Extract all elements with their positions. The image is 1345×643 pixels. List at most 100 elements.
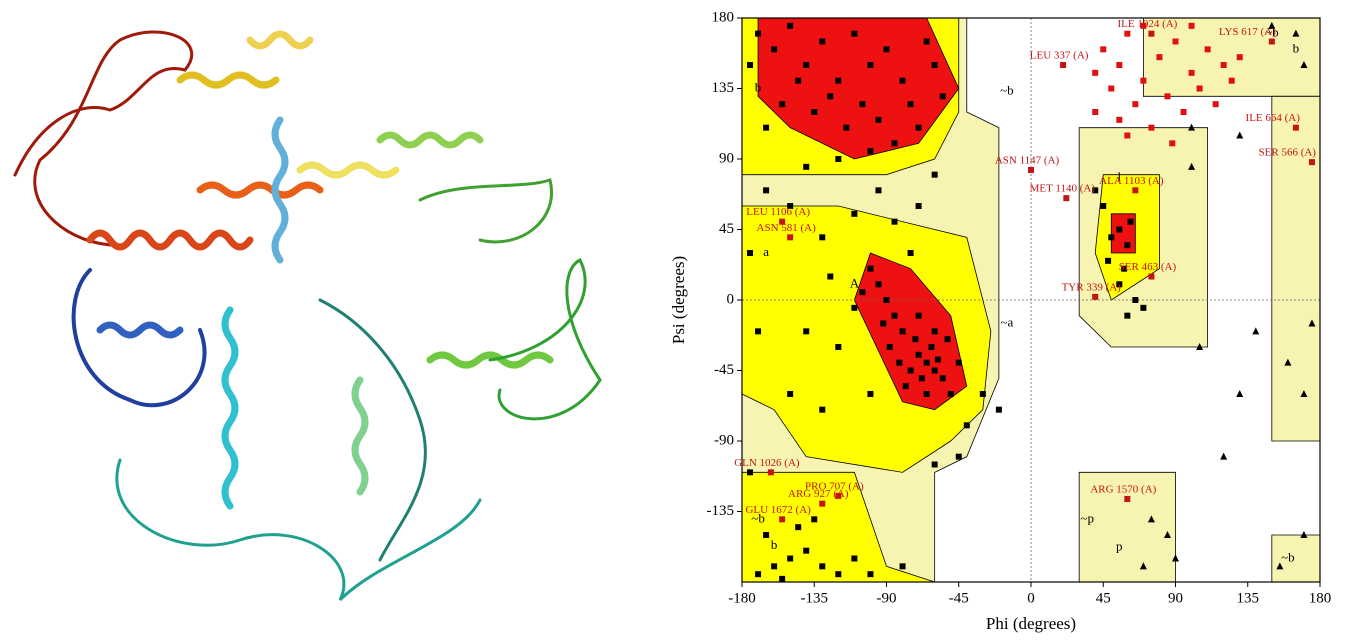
residue-point	[755, 328, 762, 335]
residue-point	[1156, 54, 1163, 61]
x-tick-label: 0	[1027, 590, 1035, 606]
residue-point	[859, 289, 866, 296]
residue-point	[1127, 218, 1134, 225]
residue-label: ARG 1570 (A)	[1090, 483, 1156, 495]
residue-point	[787, 22, 794, 29]
residue-point	[1121, 265, 1128, 272]
residue-point	[915, 312, 922, 319]
residue-point	[1100, 203, 1107, 209]
ramachandran-plot: -180 -135 -90 -45 0 45 90 135 180 -135 -90 -45 0 45 90…	[669, 9, 1331, 632]
residue-point	[1196, 85, 1203, 92]
region	[853, 252, 968, 411]
residue-point	[1228, 77, 1235, 84]
flagged-residue	[1124, 495, 1131, 502]
flagged-residue	[1092, 293, 1099, 300]
residue-point	[931, 367, 938, 374]
residue-point	[755, 571, 762, 578]
flagged-residue	[819, 500, 826, 507]
residue-point	[1188, 69, 1195, 76]
residue-point	[947, 391, 954, 397]
glycine-point	[1172, 554, 1179, 562]
residue-point	[1169, 140, 1176, 147]
residue-point	[747, 469, 754, 476]
residue-point	[896, 359, 903, 366]
residue-point	[1124, 30, 1131, 37]
residue-point	[851, 304, 858, 311]
glycine-point	[1188, 162, 1196, 170]
residue-point	[915, 203, 922, 209]
region-label: ~b	[1000, 83, 1014, 98]
residue-point	[891, 218, 898, 225]
region	[1271, 534, 1321, 583]
region-label: ~b	[751, 510, 765, 525]
residue-point	[931, 62, 938, 68]
residue-point	[1132, 297, 1139, 303]
residue-point	[1092, 69, 1099, 76]
residue-point	[907, 101, 914, 108]
x-tick-label: 45	[1096, 590, 1111, 606]
flagged-residue	[1148, 273, 1155, 280]
residue-label: ASN 581 (A)	[757, 222, 817, 234]
residue-point	[779, 101, 786, 108]
glycine-point	[1284, 358, 1292, 366]
flagged-residue	[1292, 124, 1299, 131]
residue-point	[955, 359, 962, 366]
residue-point	[1220, 62, 1227, 68]
residue-point	[899, 563, 906, 570]
residue-point	[918, 375, 925, 382]
residue-label: ARG 927 (A)	[788, 488, 849, 500]
glycine-point	[1163, 531, 1171, 538]
residue-point	[859, 101, 866, 108]
residue-point	[779, 575, 786, 582]
residue-point	[787, 391, 794, 397]
x-tick-label: -45	[949, 590, 969, 606]
y-tick-label: 0	[727, 291, 735, 307]
residue-point	[811, 516, 818, 523]
glycine-point	[1236, 131, 1244, 139]
residue-point	[819, 406, 826, 413]
region	[757, 17, 960, 160]
residue-point	[1140, 77, 1147, 84]
region-label: ~a	[1001, 314, 1014, 329]
residue-point	[851, 30, 858, 37]
flagged-residue	[1063, 195, 1070, 202]
residue-label: PRO 707 (A)	[805, 480, 864, 492]
residue-label: LYS 617 (A)	[1219, 26, 1276, 38]
residue-point	[891, 140, 898, 147]
residue-point	[886, 344, 893, 350]
region-label: ~b	[1281, 549, 1295, 564]
residue-point	[1092, 187, 1099, 194]
residue-point	[787, 555, 794, 562]
region-label: p	[1116, 539, 1123, 554]
residue-point	[867, 62, 874, 68]
residue-point	[827, 93, 834, 100]
glycine-point	[1300, 390, 1308, 397]
residue-point	[1100, 46, 1107, 53]
residue-point	[811, 109, 818, 115]
region-label: a	[763, 244, 769, 259]
residue-point	[1236, 54, 1243, 61]
residue-point	[907, 250, 914, 256]
glycine-point	[1220, 452, 1228, 460]
residue-label: ASN 1147 (A)	[995, 154, 1060, 166]
residue-point	[763, 187, 770, 194]
region-label: l	[1117, 169, 1121, 184]
residue-point	[923, 38, 930, 45]
residue-point	[963, 422, 970, 429]
residue-label: GLU 1672 (A)	[745, 504, 811, 516]
residue-label: ILE 664 (A)	[1246, 112, 1301, 124]
residue-label: MET 1140 (A)	[1030, 183, 1096, 195]
flagged-residue	[787, 234, 794, 241]
y-tick-label: -90	[714, 432, 734, 448]
residue-label: GLN 1026 (A)	[734, 457, 800, 469]
glycine-point	[1236, 390, 1244, 397]
y-axis-label: Psi (degrees)	[669, 256, 688, 344]
glycine-point	[1139, 562, 1147, 570]
region-label: b	[1293, 40, 1300, 55]
residue-point	[851, 555, 858, 562]
residue-point	[835, 156, 842, 162]
residue-point	[803, 163, 810, 170]
residue-point	[891, 312, 898, 319]
region-label: b	[771, 537, 778, 552]
residue-point	[923, 391, 930, 397]
